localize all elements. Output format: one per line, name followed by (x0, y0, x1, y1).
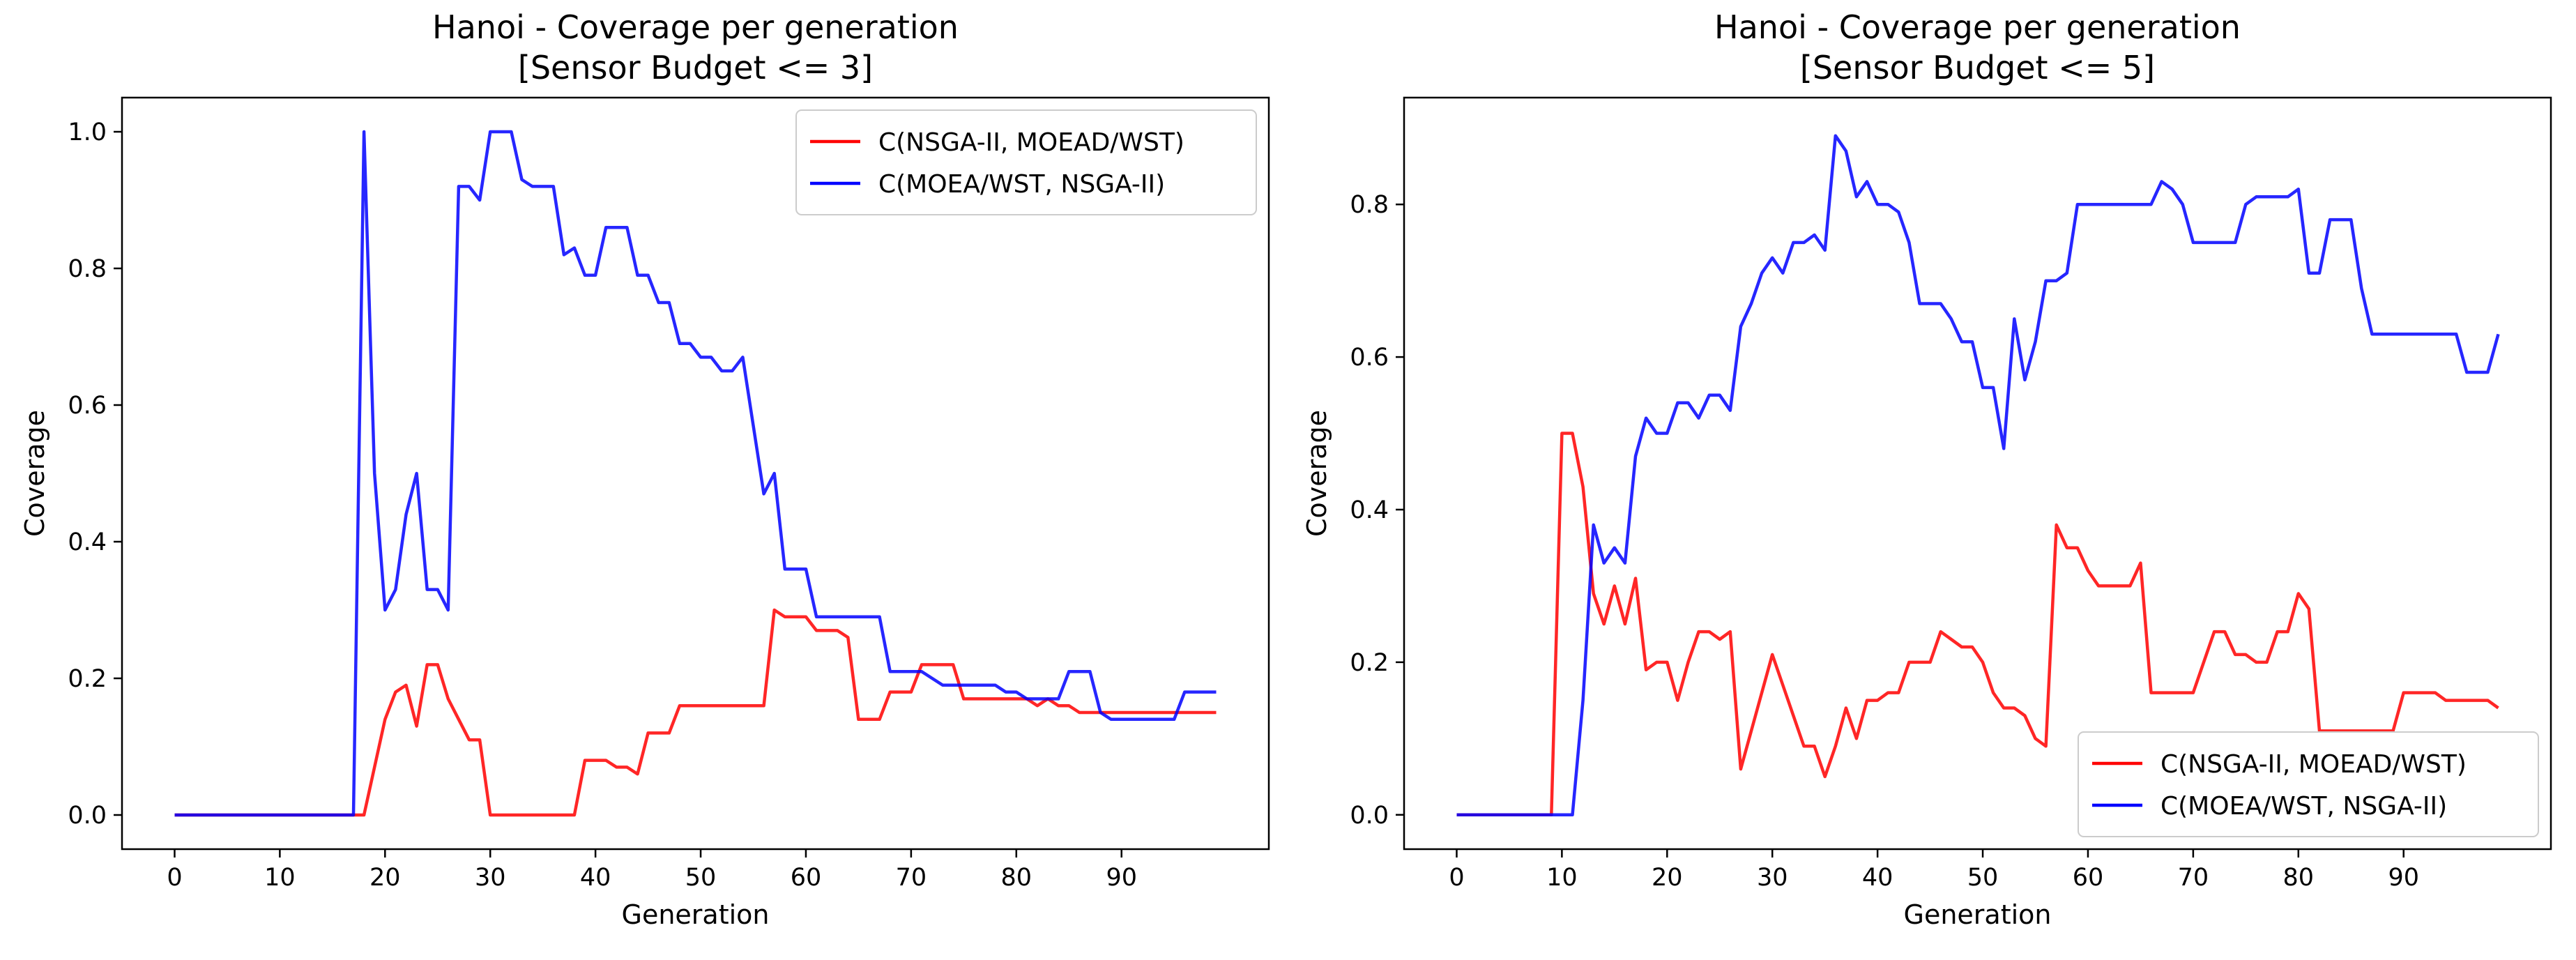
plot-frame (1403, 96, 2552, 851)
x-tick-label: 80 (1001, 864, 1032, 892)
x-tick-label: 90 (1106, 864, 1137, 892)
x-tick-label: 0 (167, 864, 182, 892)
y-tick-label: 0.6 (1350, 344, 1389, 372)
x-tick-label: 0 (1449, 864, 1464, 892)
series-line-nsga-ii-vs-moead (174, 608, 1217, 817)
x-tick-label: 50 (685, 864, 717, 892)
x-tick-label: 70 (2178, 864, 2209, 892)
chart-title-line: Hanoi - Coverage per generation (432, 8, 959, 46)
chart-title-line: [Sensor Budget <= 5] (1800, 49, 2155, 86)
legend-label: C(MOEA/WST, NSGA-II) (2160, 792, 2447, 821)
x-tick-label: 30 (475, 864, 506, 892)
x-tick-label: 80 (2283, 864, 2315, 892)
series-line-nsga-ii-vs-moead (1456, 432, 2499, 817)
chart-sensor-budget-5: Hanoi - Coverage per generation[Sensor B… (1302, 8, 2552, 930)
y-tick-label: 1.0 (68, 119, 107, 146)
x-tick-label: 50 (1967, 864, 1999, 892)
legend-box (795, 109, 1257, 215)
x-tick-label: 30 (1757, 864, 1788, 892)
x-tick-label: 60 (2073, 864, 2104, 892)
y-tick-label: 0.2 (68, 665, 107, 693)
series-line-moea-vs-nsga-ii (174, 130, 1217, 817)
legend: C(NSGA-II, MOEAD/WST) C(MOEA/WST, NSGA-II… (2078, 731, 2539, 837)
x-tick-label: 70 (896, 864, 927, 892)
y-tick-label: 0.8 (68, 255, 107, 283)
x-tick-label: 10 (264, 864, 296, 892)
series-line-moea-vs-nsga-ii (1456, 134, 2500, 817)
legend: C(NSGA-II, MOEAD/WST) C(MOEA/WST, NSGA-II… (795, 109, 1257, 215)
y-tick-label: 0.0 (1350, 802, 1389, 830)
x-tick-label: 40 (1862, 864, 1893, 892)
chart-title-line: Hanoi - Coverage per generation (1714, 8, 2241, 46)
y-tick-label: 0.4 (1350, 496, 1389, 524)
y-tick-label: 0.6 (68, 392, 107, 420)
chart-title-line: [Sensor Budget <= 3] (518, 49, 873, 86)
x-axis-label: Generation (622, 899, 770, 930)
y-axis-label: Coverage (20, 410, 50, 537)
legend-label: C(MOEA/WST, NSGA-II) (878, 170, 1165, 199)
legend-label: C(NSGA-II, MOEAD/WST) (878, 128, 1184, 157)
chart-sensor-budget-3: Hanoi - Coverage per generation[Sensor B… (20, 8, 1270, 930)
plot-frame (121, 96, 1270, 851)
legend-box (2078, 731, 2539, 837)
x-tick-label: 90 (2388, 864, 2419, 892)
x-axis-label: Generation (1904, 899, 2052, 930)
x-tick-label: 20 (369, 864, 401, 892)
x-tick-label: 20 (1652, 864, 1683, 892)
y-tick-label: 0.0 (68, 802, 107, 830)
x-tick-label: 10 (1546, 864, 1578, 892)
y-tick-label: 0.4 (68, 528, 107, 556)
x-tick-label: 60 (791, 864, 822, 892)
y-axis-label: Coverage (1302, 410, 1332, 537)
legend-label: C(NSGA-II, MOEAD/WST) (2160, 750, 2467, 779)
y-tick-label: 0.8 (1350, 191, 1389, 219)
y-tick-label: 0.2 (1350, 649, 1389, 677)
x-tick-label: 40 (580, 864, 611, 892)
